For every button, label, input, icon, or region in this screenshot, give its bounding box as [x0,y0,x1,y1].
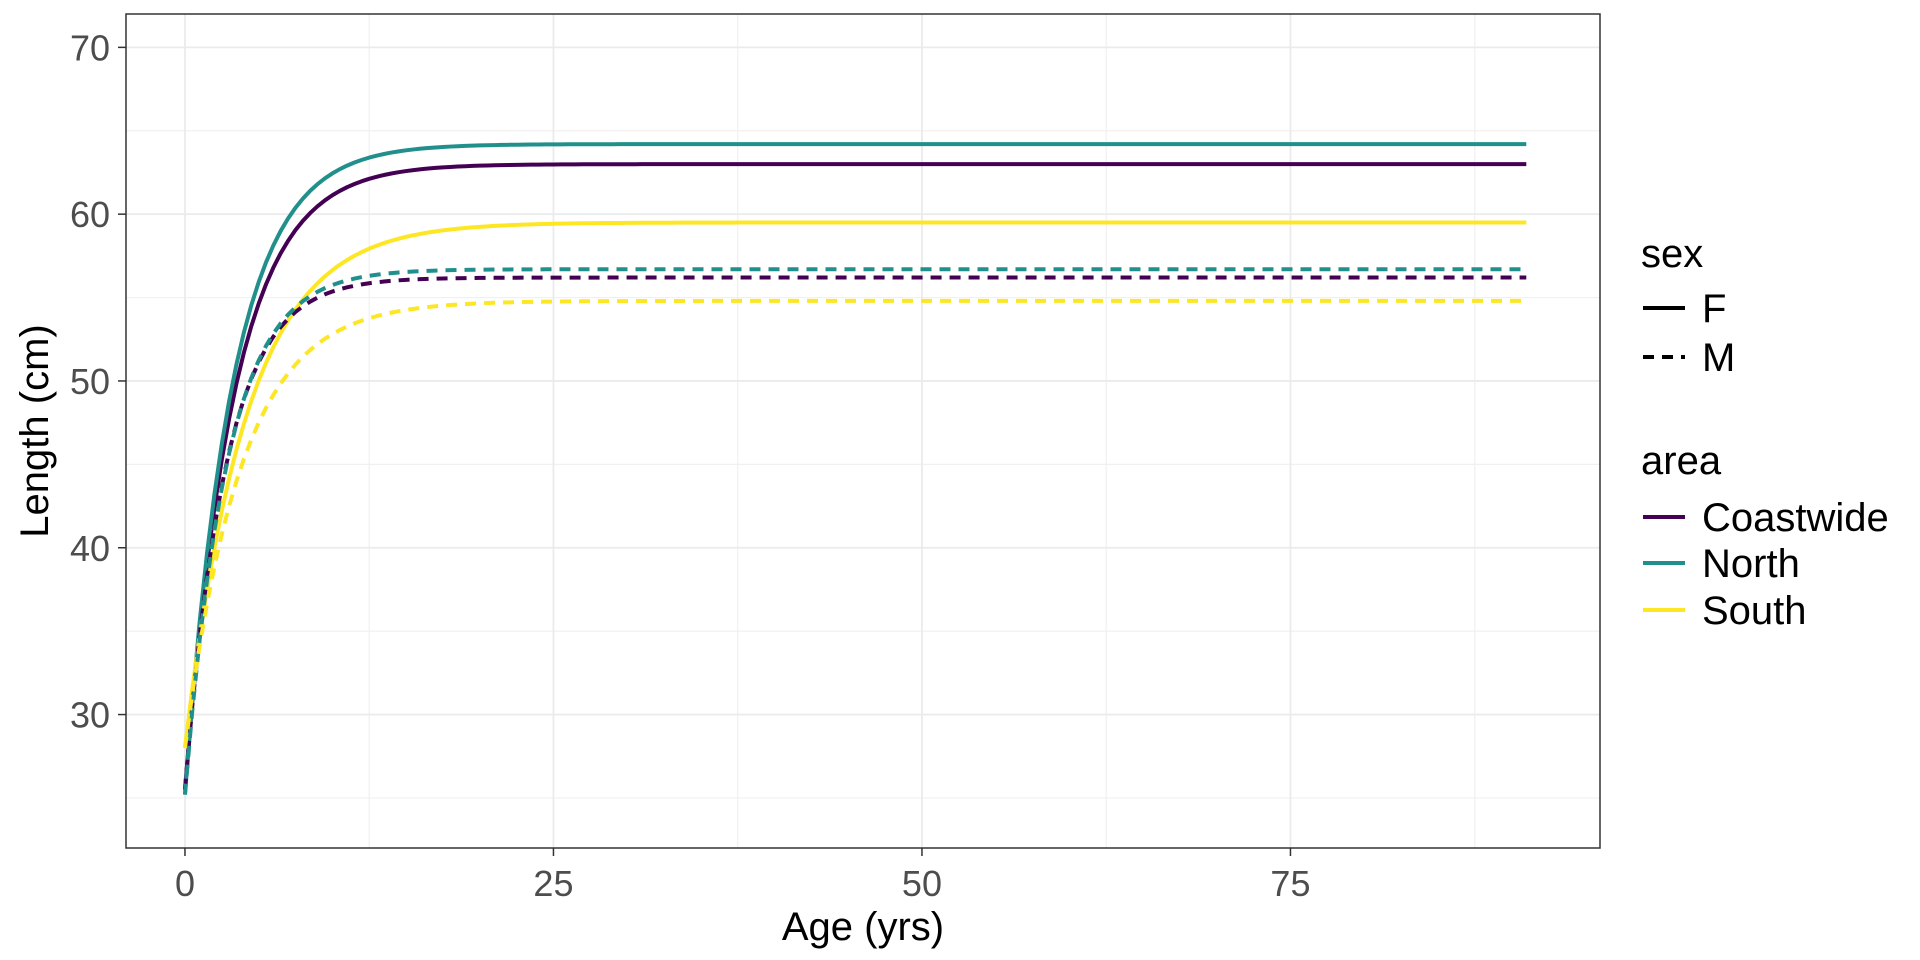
legend-sex: sex F M [1641,232,1735,380]
y-tick-label: 50 [70,361,110,402]
x-tick-label: 0 [175,863,195,904]
x-axis-ticks: 0 25 50 75 [175,848,1310,904]
plot-panel-border [125,13,1601,849]
series-line-coastwide-m [182,275,1527,790]
y-axis-ticks: 30 40 50 60 70 [70,27,126,736]
series-line-coastwide-f [182,162,1527,790]
x-tick-label: 50 [902,863,942,904]
major-gridlines [126,14,1600,848]
legend-sex-label-m: M [1702,336,1735,380]
y-tick-label: 60 [70,194,110,235]
minor-gridlines [126,14,1600,848]
legend-area-title: area [1641,439,1722,483]
legend-sex-label-f: F [1702,287,1726,331]
series-line-north-m [182,267,1527,795]
series-line-north-f [182,142,1527,795]
y-tick-label: 40 [70,528,110,569]
x-tick-label: 75 [1270,863,1310,904]
legend-area-label-coastwide: Coastwide [1702,496,1889,540]
series-line-south-f [182,220,1527,749]
series-lines [182,142,1527,795]
legend-area: area Coastwide North South [1641,439,1889,633]
legend-area-label-south: South [1702,589,1807,633]
series-line-south-m [182,298,1527,749]
y-axis-title: Length (cm) [13,324,57,537]
plot-panel-background [126,14,1600,848]
legend-sex-title: sex [1641,232,1703,276]
y-tick-label: 70 [70,27,110,68]
x-axis-title: Age (yrs) [782,905,944,949]
legend-area-label-north: North [1702,542,1800,586]
x-tick-label: 25 [533,863,573,904]
y-tick-label: 30 [70,695,110,736]
